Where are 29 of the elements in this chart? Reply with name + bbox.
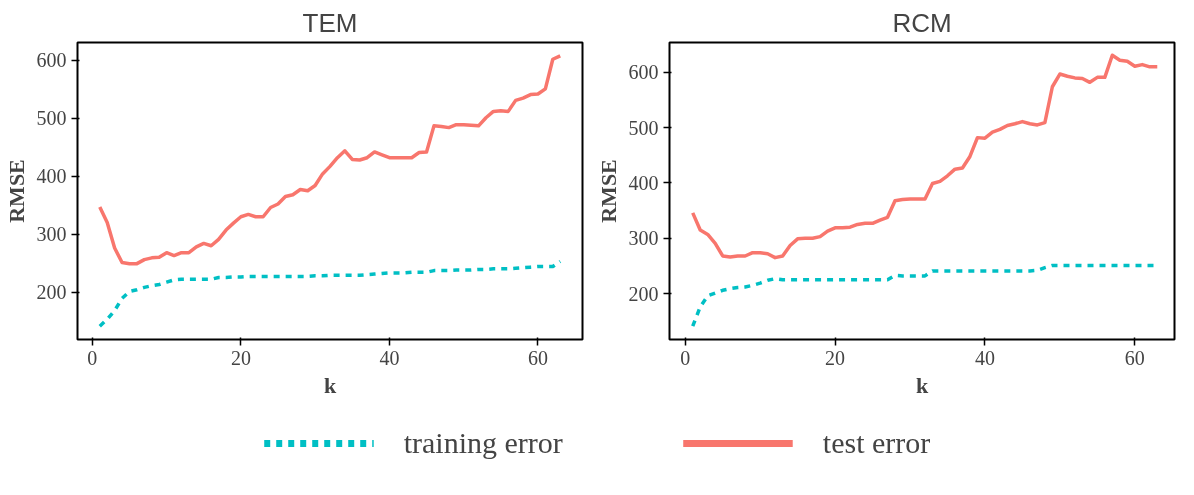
y-tick-label: 600 [36, 49, 67, 72]
legend-label: training error [403, 425, 563, 460]
y-tick-label: 300 [628, 227, 659, 250]
y-tick-label: 300 [36, 223, 67, 246]
x-tick-label: 40 [974, 346, 995, 369]
x-tick-label: 20 [825, 346, 846, 369]
y-tick-label: 200 [36, 281, 67, 304]
x-axis-title: k [915, 372, 929, 398]
line-series [98, 54, 562, 266]
x-axis-title: k [323, 372, 337, 398]
line-series [690, 53, 1160, 260]
x-tick-label: 60 [1124, 346, 1145, 369]
line-series [98, 259, 562, 328]
chart-title: TEM [302, 7, 358, 38]
y-tick-label: 400 [628, 171, 659, 194]
y-axis-title: RMSE [3, 159, 29, 223]
chart-title: RCM [892, 7, 952, 38]
legend-label: test error [822, 425, 931, 460]
x-tick-label: 60 [527, 346, 548, 369]
x-tick-label: 40 [379, 346, 400, 369]
x-tick-label: 0 [680, 346, 691, 369]
y-tick-label: 500 [36, 107, 67, 130]
y-tick-label: 400 [36, 165, 67, 188]
y-tick-label: 600 [628, 61, 659, 84]
y-axis-title: RMSE [595, 159, 621, 223]
y-tick-label: 500 [628, 116, 659, 139]
y-tick-label: 200 [628, 282, 659, 305]
x-tick-label: 20 [230, 346, 251, 369]
x-tick-label: 0 [87, 346, 98, 369]
